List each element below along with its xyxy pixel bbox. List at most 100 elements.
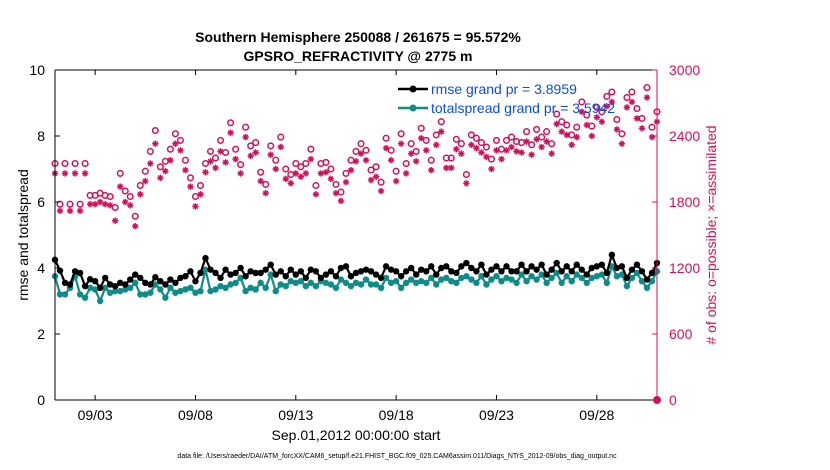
possible-obs-point	[332, 180, 340, 188]
legend: rmse grand pr = 3.8959 totalspread grand…	[398, 81, 615, 116]
rmse-point	[523, 268, 530, 275]
rmse-point	[513, 268, 520, 275]
possible-obs-point	[282, 165, 290, 173]
rmse-point	[643, 276, 651, 283]
possible-obs-point	[543, 128, 551, 136]
totalspread-point	[132, 279, 139, 287]
totalspread-point	[312, 282, 320, 290]
totalspread-point	[628, 274, 636, 282]
possible-obs-point	[633, 104, 641, 113]
y-axis-label-right: # of obs: o=possible; ×=assimilated	[703, 125, 719, 344]
totalspread-point	[207, 287, 214, 295]
assimilated-obs-point	[292, 170, 299, 177]
possible-obs-point	[533, 125, 541, 133]
totalspread-point	[433, 281, 440, 288]
possible-obs-point	[357, 140, 365, 148]
assimilated-obs-point	[132, 223, 139, 230]
rmse-point	[598, 261, 606, 268]
rmse-point	[127, 276, 134, 283]
totalspread-point	[86, 284, 94, 291]
possible-obs-point	[417, 124, 425, 132]
totalspread-point	[242, 287, 249, 295]
rmse-point	[382, 263, 390, 270]
totalspread-point	[478, 273, 485, 280]
y-tick-label-right: 600	[669, 326, 693, 342]
totalspread-point	[558, 279, 565, 287]
possible-obs-point	[56, 200, 64, 208]
assimilated-obs-point	[297, 173, 305, 180]
rmse-point	[583, 271, 590, 278]
totalspread-point	[142, 291, 149, 298]
totalspread-point	[598, 271, 606, 278]
totalspread-point	[503, 274, 510, 282]
assimilated-obs-point	[448, 164, 455, 172]
chart-subtitle: GPSRO_REFRACTIVITY @ 2775 m	[244, 48, 473, 64]
rmse-point	[317, 274, 325, 282]
assimilated-obs-point	[152, 140, 159, 147]
assimilated-obs-point	[66, 207, 74, 214]
rmse-point	[623, 274, 631, 282]
assimilated-obs-point	[407, 150, 415, 157]
totalspread-point	[618, 271, 626, 278]
possible-obs-point	[337, 188, 345, 196]
series-assimilated-obs	[51, 94, 661, 230]
rmse-point	[533, 266, 540, 273]
totalspread-point	[101, 284, 109, 291]
possible-obs-point	[211, 154, 220, 162]
totalspread-point	[357, 281, 365, 288]
assimilated-obs-point	[242, 133, 249, 141]
rmse-point	[347, 273, 355, 280]
possible-obs-point	[402, 159, 410, 168]
assimilated-obs-point	[262, 190, 269, 197]
totalspread-point	[172, 289, 179, 296]
possible-obs-point	[593, 103, 601, 111]
totalspread-point	[573, 271, 580, 278]
rmse-point	[498, 268, 505, 275]
totalspread-point	[548, 274, 555, 282]
rmse-point	[628, 266, 636, 273]
rmse-point	[407, 264, 415, 272]
assimilated-obs-point	[628, 98, 636, 106]
totalspread-point	[106, 289, 114, 296]
totalspread-point	[262, 284, 269, 291]
assimilated-obs-point	[513, 148, 520, 155]
rmse-point	[352, 269, 360, 277]
assimilated-obs-point	[167, 157, 174, 164]
assimilated-obs-point	[312, 191, 320, 198]
totalspread-point	[528, 273, 535, 280]
possible-obs-point	[247, 142, 255, 150]
rmse-point	[302, 274, 310, 282]
possible-obs-point	[297, 163, 305, 171]
possible-obs-point	[307, 145, 315, 153]
possible-obs-point	[427, 156, 435, 164]
assimilated-obs-point	[418, 135, 425, 142]
assimilated-obs-point	[91, 201, 99, 208]
totalspread-point	[533, 276, 540, 283]
rmse-point	[397, 273, 405, 280]
rmse-point	[242, 273, 249, 280]
assimilated-obs-point	[633, 115, 641, 122]
assimilated-obs-point	[337, 197, 345, 205]
assimilated-obs-point	[71, 170, 79, 177]
assimilated-obs-point	[237, 170, 244, 177]
totalspread-point	[222, 284, 229, 291]
totalspread-point	[347, 282, 355, 290]
assimilated-obs-point	[428, 166, 435, 174]
assimilated-obs-point	[473, 144, 480, 152]
possible-obs-point	[618, 130, 626, 138]
rmse-point	[227, 271, 234, 278]
assimilated-obs-point	[347, 166, 355, 174]
totalspread-point	[202, 266, 209, 273]
y-tick-label-left: 2	[37, 326, 45, 342]
assimilated-obs-point	[508, 143, 515, 151]
totalspread-point	[508, 276, 515, 283]
rmse-point	[392, 268, 400, 275]
possible-obs-point	[467, 131, 475, 139]
rmse-point	[503, 263, 510, 270]
totalspread-point	[638, 278, 646, 285]
possible-obs-point	[392, 167, 400, 175]
rmse-point	[162, 281, 169, 288]
series-rmse	[51, 251, 661, 291]
assimilated-obs-point	[433, 141, 440, 148]
